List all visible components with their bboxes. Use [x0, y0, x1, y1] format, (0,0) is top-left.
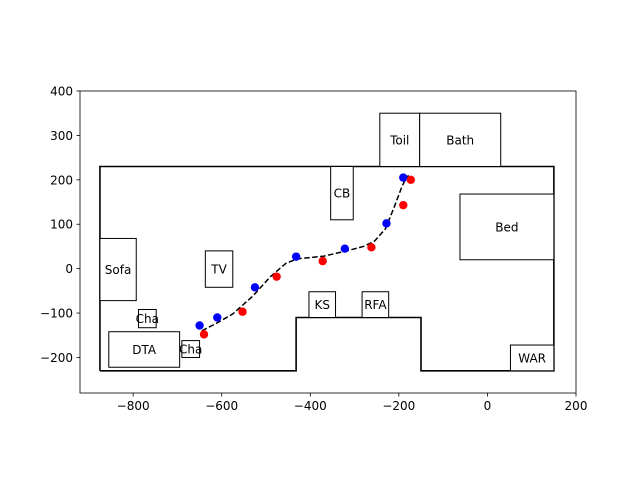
- data-point: [213, 313, 222, 322]
- data-point: [199, 330, 209, 339]
- x-tick-label: −800: [117, 399, 150, 413]
- y-axis: −200 −100 0 100 200 300 400: [40, 85, 80, 365]
- data-point: [399, 200, 408, 210]
- furniture-label: RFA: [364, 298, 387, 312]
- x-tick-label: −200: [382, 399, 415, 413]
- furniture-box: [181, 340, 201, 358]
- data-point: [399, 173, 408, 182]
- trajectory-path: [201, 174, 410, 332]
- points-layer: [195, 173, 416, 339]
- furniture-label: DTA: [132, 343, 157, 357]
- furniture-box: [137, 309, 157, 329]
- y-tick-label: −200: [40, 351, 73, 365]
- data-point: [195, 321, 204, 330]
- furniture-box: [459, 193, 555, 261]
- furniture-label: CB: [334, 187, 351, 201]
- x-tick-label: −400: [294, 399, 327, 413]
- walls-layer: [99, 165, 555, 372]
- wall-outline: [99, 165, 555, 372]
- furniture-box: [379, 112, 421, 167]
- furniture-label: TV: [210, 263, 227, 277]
- data-point: [367, 243, 376, 252]
- y-tick-label: 300: [50, 129, 73, 143]
- y-tick-label: 100: [50, 218, 73, 232]
- furniture-label: Bath: [446, 133, 474, 147]
- furniture-box: [330, 166, 354, 221]
- x-tick-label: −600: [205, 399, 238, 413]
- y-tick-label: 400: [50, 85, 73, 99]
- furniture-box: [204, 250, 234, 288]
- x-tick-label: 200: [565, 399, 588, 413]
- data-point: [406, 175, 416, 185]
- furniture-label: Sofa: [105, 263, 132, 277]
- furniture-label: Toil: [389, 133, 409, 147]
- data-point: [272, 272, 281, 281]
- data-point: [318, 256, 327, 266]
- furniture-box: [509, 344, 555, 372]
- furniture-label: Cha: [179, 343, 202, 357]
- y-tick-label: −100: [40, 307, 73, 321]
- furniture-label: WAR: [518, 351, 546, 365]
- data-point: [382, 219, 391, 228]
- furniture-box: [419, 112, 502, 167]
- x-axis: −800 −600 −400 −200 0 200: [117, 393, 588, 413]
- furniture-box: [361, 291, 390, 319]
- y-tick-label: 0: [65, 262, 73, 276]
- furniture-layer: Sofa Cha DTA Cha TV CB KS RFA Toil Bath Bed WAR: [99, 112, 555, 372]
- plot-frame: [79, 90, 577, 394]
- data-point: [250, 283, 260, 292]
- data-point: [291, 252, 301, 261]
- furniture-box: [108, 331, 181, 368]
- furniture-label: KS: [314, 298, 330, 312]
- furniture-box: [308, 291, 337, 319]
- furniture-label: Cha: [136, 312, 159, 326]
- furniture-label: Bed: [495, 220, 518, 234]
- y-tick-label: 200: [50, 173, 73, 187]
- path-layer: [201, 174, 410, 332]
- data-point: [340, 244, 350, 253]
- x-tick-label: 0: [484, 399, 492, 413]
- data-point: [238, 307, 247, 316]
- furniture-box: [99, 237, 137, 302]
